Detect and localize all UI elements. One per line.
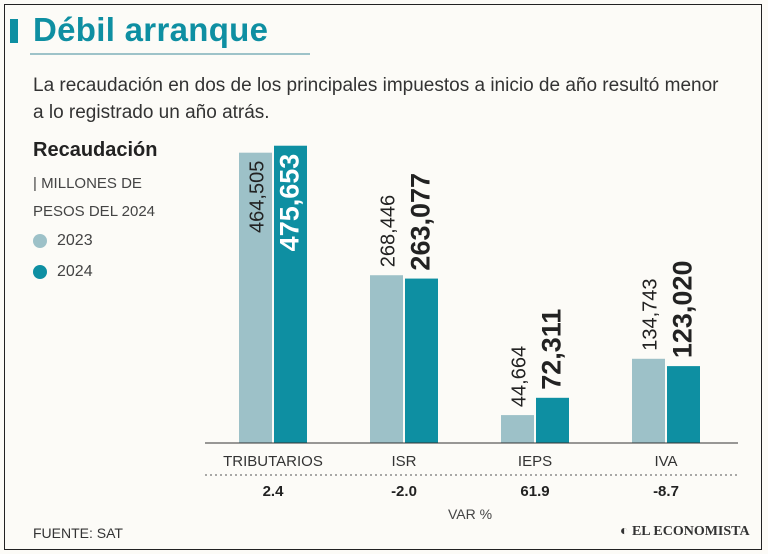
legend-units-line1: | MILLONES DE: [33, 175, 142, 192]
var-label: VAR %: [448, 506, 492, 522]
bar-tributarios-2024: [274, 145, 307, 444]
legend-label-2024: 2024: [57, 263, 93, 280]
source-note: FUENTE: SAT: [33, 525, 123, 541]
legend-item-2023: 2023: [33, 232, 93, 250]
tick-label-isr: ISR: [391, 453, 416, 470]
bar-ieps-2024: [536, 397, 569, 443]
subtitle: La recaudación en dos de los principales…: [33, 75, 719, 123]
data-label-isr-2024: 263,077: [406, 173, 436, 271]
legend-units: | MILLONES DE PESOS DEL 2024: [33, 170, 193, 226]
data-label-isr-2023: 268,446: [378, 195, 400, 267]
tick-label-iva: IVA: [654, 453, 677, 470]
bar-ieps-2023: [501, 415, 534, 443]
bar-tributarios-2023: [239, 152, 272, 443]
bar-isr-2024: [405, 278, 438, 443]
title-accent-bar: [10, 19, 18, 43]
title-underline: [30, 53, 310, 55]
var-value-isr: -2.0: [391, 483, 417, 500]
data-label-tributarios-2023: 464,505: [247, 161, 269, 233]
data-label-ieps-2024: 72,311: [537, 309, 567, 390]
data-label-iva-2023: 134,743: [640, 278, 662, 350]
bar-isr-2023: [370, 275, 403, 443]
var-value-ieps: 61.9: [520, 483, 549, 500]
bar-iva-2024: [667, 366, 700, 443]
bar-iva-2023: [632, 358, 665, 443]
tick-label-tributarios: TRIBUTARIOS: [223, 453, 323, 470]
data-label-tributarios-2024: 475,653: [275, 154, 305, 252]
legend-swatch-2023: [33, 234, 47, 248]
page-title: Débil arranque: [33, 11, 269, 48]
tick-label-ieps: IEPS: [518, 453, 552, 470]
legend-swatch-2024: [33, 265, 47, 279]
var-value-iva: -8.7: [653, 483, 679, 500]
data-label-iva-2024: 123,020: [668, 261, 698, 359]
brand-name: EL ECONOMISTA: [631, 524, 750, 539]
legend-units-line2: PESOS DEL 2024: [33, 203, 156, 220]
legend-title: Recaudación: [33, 139, 158, 161]
legend-item-2024: 2024: [33, 263, 93, 281]
brand-logo: ◐ EL ECONOMISTA: [620, 524, 750, 539]
var-value-tributarios: 2.4: [263, 483, 285, 500]
data-label-ieps-2023: 44,664: [509, 346, 531, 407]
legend-label-2023: 2023: [57, 232, 93, 249]
